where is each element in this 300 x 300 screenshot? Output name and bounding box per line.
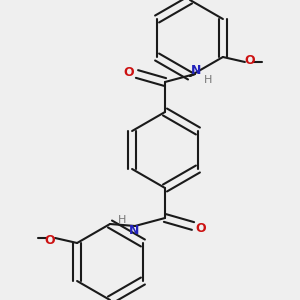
Text: N: N xyxy=(191,64,201,76)
Text: O: O xyxy=(45,233,56,247)
Text: H: H xyxy=(204,75,212,85)
Text: O: O xyxy=(196,221,206,235)
Text: O: O xyxy=(124,65,134,79)
Text: H: H xyxy=(118,215,126,225)
Text: N: N xyxy=(129,224,139,236)
Text: O: O xyxy=(244,53,255,67)
